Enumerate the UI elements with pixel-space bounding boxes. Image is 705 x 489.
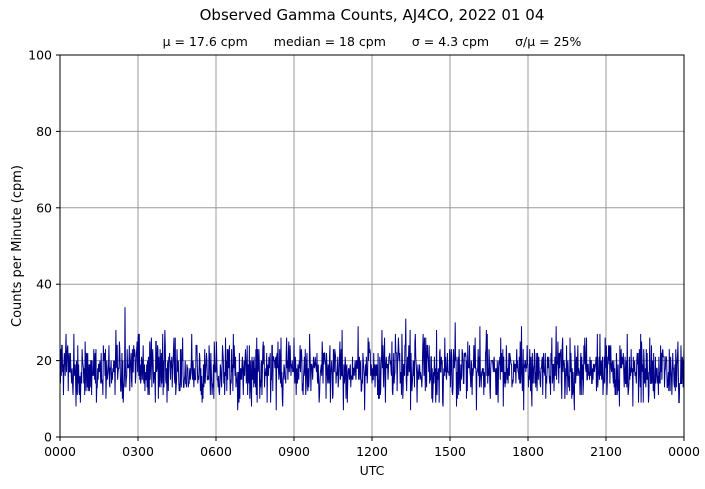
x-tick-label: 0600 — [200, 444, 232, 459]
y-tick-label: 100 — [28, 48, 52, 63]
chart-stats-line: μ = 17.6 cpm median = 18 cpm σ = 4.3 cpm… — [163, 34, 582, 49]
x-tick-label: 0000 — [668, 444, 700, 459]
x-tick-label: 1800 — [512, 444, 544, 459]
stat-median: median = 18 cpm — [273, 34, 386, 49]
chart-title: Observed Gamma Counts, AJ4CO, 2022 01 04 — [199, 6, 545, 24]
series-line — [59, 307, 685, 411]
y-axis-label: Counts per Minute (cpm) — [10, 165, 25, 327]
x-axis-label: UTC — [359, 463, 385, 478]
x-tick-label: 0900 — [278, 444, 310, 459]
y-tick-label: 20 — [36, 353, 52, 368]
y-tick-label: 60 — [36, 200, 52, 215]
x-tick-label: 0300 — [122, 444, 154, 459]
stat-mean: μ = 17.6 cpm — [162, 34, 248, 49]
x-tick-label: 1200 — [356, 444, 388, 459]
x-tick-label: 1500 — [434, 444, 466, 459]
y-tick-label: 0 — [44, 430, 52, 445]
y-tick-label: 40 — [36, 277, 52, 292]
stat-sigma: σ = 4.3 cpm — [411, 34, 490, 49]
x-tick-label: 0000 — [44, 444, 76, 459]
x-tick-label: 2100 — [590, 444, 622, 459]
stat-sigma-over-mean: σ/μ = 25% — [515, 34, 582, 49]
y-tick-label: 80 — [36, 124, 52, 139]
